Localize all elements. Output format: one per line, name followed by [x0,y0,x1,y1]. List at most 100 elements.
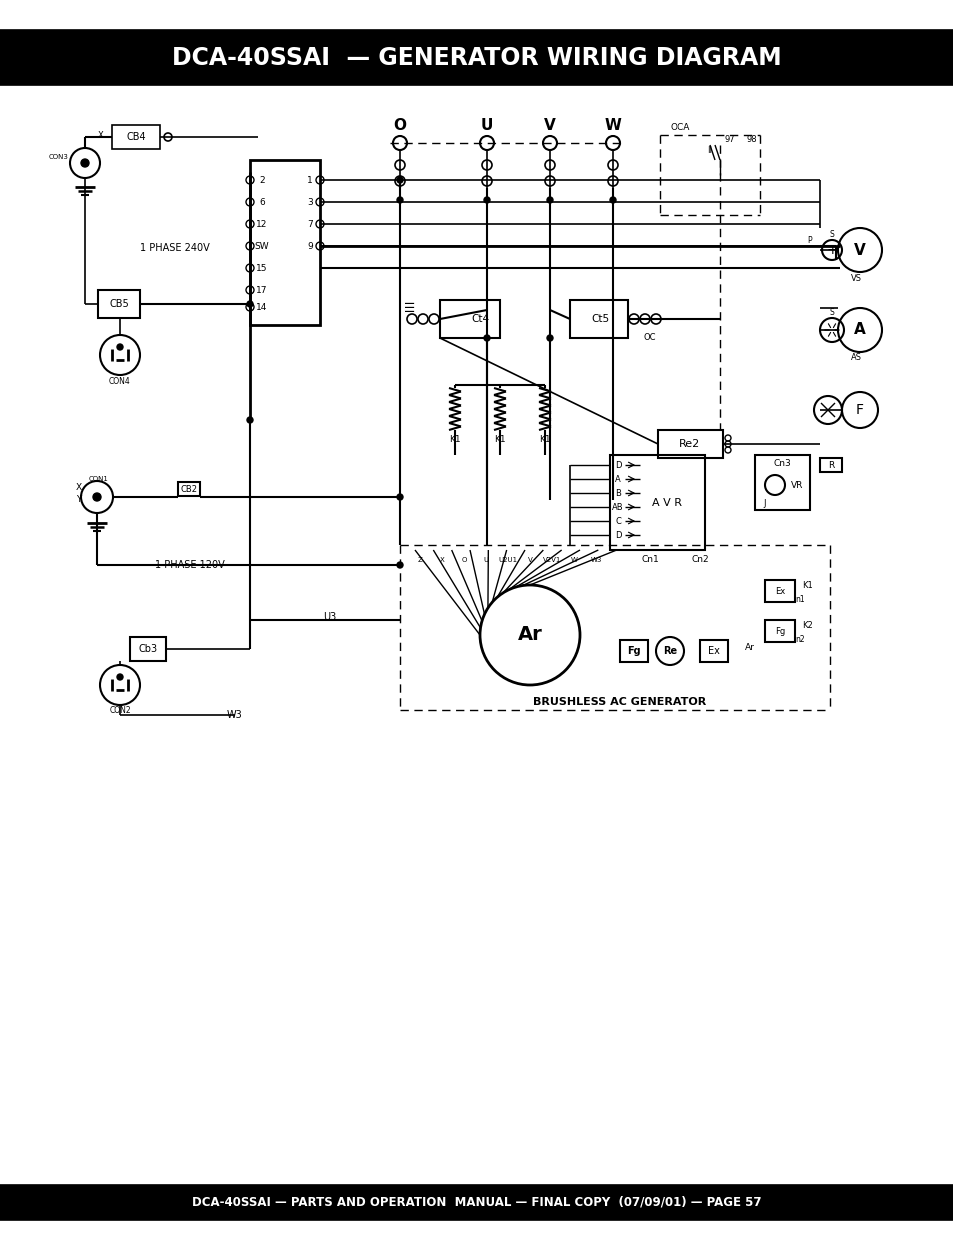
Text: DCA-40SSAI — PARTS AND OPERATION  MANUAL — FINAL COPY  (07/09/01) — PAGE 57: DCA-40SSAI — PARTS AND OPERATION MANUAL … [193,1195,760,1209]
Bar [439,300,499,338]
Text: V: V [853,242,865,258]
Text: 1 PHASE 240V: 1 PHASE 240V [140,243,210,253]
Text: S: S [829,230,834,238]
Text: O: O [461,557,466,563]
Text: II: II [707,146,712,154]
Text: X: X [76,483,82,493]
Text: R: R [827,461,833,469]
Circle shape [117,674,123,680]
Text: W3: W3 [590,557,601,563]
Circle shape [483,198,490,203]
Text: B: B [615,489,620,498]
Text: W: W [604,117,620,132]
Text: Fg: Fg [626,646,640,656]
Text: 7: 7 [307,220,313,228]
Bar [569,300,627,338]
Text: AB: AB [612,503,623,511]
Text: BRUSHLESS AC GENERATOR: BRUSHLESS AC GENERATOR [533,697,706,706]
Text: 1: 1 [307,175,313,184]
Text: U2U1: U2U1 [497,557,517,563]
Text: U: U [483,557,488,563]
Text: Cn3: Cn3 [772,458,790,468]
Circle shape [81,159,89,167]
Text: W3: W3 [227,710,243,720]
Text: U3: U3 [323,613,336,622]
Text: X: X [439,557,444,563]
Text: Ar: Ar [517,625,542,645]
Circle shape [247,417,253,424]
Bar [178,482,200,496]
Text: V: V [543,117,556,132]
Text: V: V [527,557,532,563]
Circle shape [396,198,402,203]
Text: 3: 3 [307,198,313,206]
Text: DCA-40SSAI  — GENERATOR WIRING DIAGRAM: DCA-40SSAI — GENERATOR WIRING DIAGRAM [172,46,781,69]
Text: W: W [570,557,577,563]
Circle shape [609,198,616,203]
Text: Y: Y [76,495,82,505]
Text: A: A [615,474,620,483]
Text: K1: K1 [494,436,505,445]
Text: P: P [807,236,811,245]
Text: O: O [393,117,406,132]
Text: 97: 97 [724,135,735,143]
Bar [820,458,841,472]
Text: VR: VR [790,480,802,489]
Bar [130,637,166,661]
Text: X: X [98,131,104,140]
Bar [700,640,727,662]
Text: OCA: OCA [670,122,689,131]
Text: D: D [614,461,620,469]
Text: ☰: ☰ [404,301,416,315]
Circle shape [546,335,553,341]
Text: Cn2: Cn2 [691,556,708,564]
Text: 17: 17 [256,285,268,294]
Text: OC: OC [643,333,656,342]
Text: AS: AS [850,353,861,363]
Text: F: F [855,403,863,417]
Text: CB5: CB5 [109,299,129,309]
Text: U: U [480,117,493,132]
Text: Re: Re [662,646,677,656]
Text: +: + [825,243,837,257]
Bar [658,430,722,458]
Text: K2: K2 [801,620,813,630]
Text: VS: VS [850,273,861,283]
Text: Ex: Ex [774,587,784,595]
Text: Ct4: Ct4 [471,314,489,324]
Text: Cn1: Cn1 [640,556,659,564]
Text: CB2: CB2 [180,484,197,494]
Text: 15: 15 [256,263,268,273]
Text: Ar: Ar [744,643,754,652]
Text: n1: n1 [795,595,804,604]
Bar [619,640,647,662]
Bar [0,1186,953,1220]
Text: K1: K1 [801,580,813,589]
Text: CB4: CB4 [126,132,146,142]
Text: 2: 2 [259,175,265,184]
Text: S: S [829,308,834,316]
Bar [609,454,704,550]
Text: n2: n2 [795,636,804,645]
Text: Ex: Ex [707,646,720,656]
Text: Ct5: Ct5 [590,314,608,324]
Bar [0,30,953,85]
Text: 14: 14 [256,303,268,311]
Text: K1: K1 [538,436,550,445]
Text: 12: 12 [256,220,268,228]
Text: D: D [614,531,620,540]
Text: Z: Z [417,557,422,563]
Bar [112,125,160,149]
Text: CON3: CON3 [49,154,69,161]
Circle shape [396,562,402,568]
Circle shape [247,301,253,308]
Circle shape [483,335,490,341]
Text: 1 PHASE 120V: 1 PHASE 120V [155,559,225,571]
Text: SW: SW [254,242,269,251]
Circle shape [117,345,123,350]
Bar [98,290,140,317]
Text: A V R: A V R [652,498,681,508]
Bar [764,580,794,601]
Bar [754,454,809,510]
Text: J: J [763,499,765,508]
